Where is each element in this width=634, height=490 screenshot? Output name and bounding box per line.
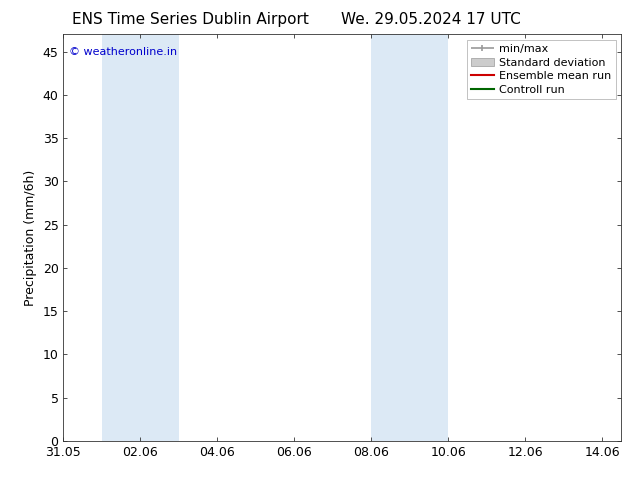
Text: We. 29.05.2024 17 UTC: We. 29.05.2024 17 UTC [341, 12, 521, 27]
Bar [102, 34, 179, 441]
Text: © weatheronline.in: © weatheronline.in [69, 47, 177, 56]
Bar [372, 34, 448, 441]
Text: ENS Time Series Dublin Airport: ENS Time Series Dublin Airport [72, 12, 309, 27]
Legend: min/max, Standard deviation, Ensemble mean run, Controll run: min/max, Standard deviation, Ensemble me… [467, 40, 616, 99]
Y-axis label: Precipitation (mm/6h): Precipitation (mm/6h) [24, 170, 37, 306]
